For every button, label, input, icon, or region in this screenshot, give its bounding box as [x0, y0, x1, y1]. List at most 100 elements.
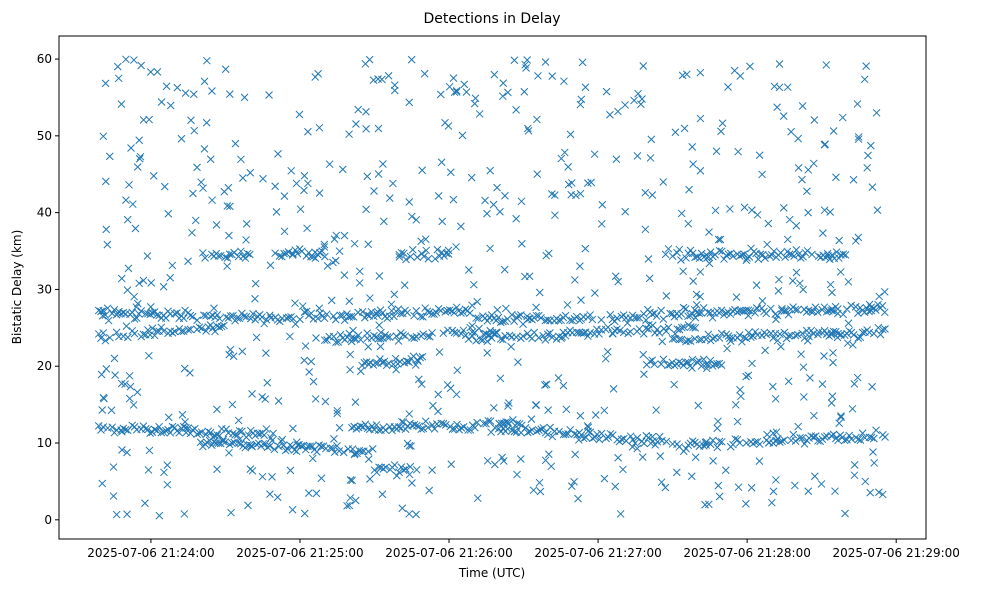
detection-point: [268, 473, 276, 481]
x-axis: 2025-07-06 21:24:00 2025-07-06 21:25:00 20…: [87, 539, 960, 560]
detection-point: [744, 328, 753, 337]
detection-point: [746, 62, 754, 71]
detection-point: [406, 252, 415, 261]
detection-point: [379, 217, 388, 226]
detection-point: [712, 147, 721, 156]
y-tick-label: 30: [37, 282, 52, 296]
detection-point: [466, 426, 475, 434]
detection-point: [457, 222, 465, 231]
detection-point: [684, 358, 692, 367]
detection-point: [99, 423, 108, 431]
x-axis-label: Time (UTC): [458, 566, 525, 580]
detection-point: [829, 327, 838, 336]
detection-point: [311, 254, 320, 263]
detection-point: [141, 499, 149, 508]
detection-point: [399, 249, 408, 258]
detection-point: [374, 124, 383, 133]
detection-point: [789, 430, 798, 439]
detection-point: [604, 323, 612, 332]
detection-point: [872, 426, 880, 435]
detection-point: [197, 178, 205, 187]
detection-point: [611, 482, 620, 491]
detection-point: [475, 324, 483, 333]
detection-point: [718, 119, 727, 128]
detection-point: [837, 413, 845, 422]
detection-point: [564, 162, 573, 171]
detection-point: [351, 496, 360, 505]
detection-point: [241, 254, 250, 262]
detection-point: [362, 125, 370, 133]
detection-point: [405, 198, 414, 206]
detection-point: [236, 247, 245, 256]
detection-point: [708, 334, 717, 343]
detection-point: [796, 279, 804, 288]
detection-point: [317, 442, 326, 451]
detection-point: [514, 312, 523, 320]
detection-point: [853, 100, 862, 108]
detection-point: [381, 463, 390, 472]
detection-point: [740, 250, 749, 259]
detection-point: [362, 107, 370, 116]
detection-point: [822, 61, 831, 69]
detection-point: [755, 440, 764, 449]
detection-point: [675, 358, 683, 366]
detection-point: [696, 268, 705, 276]
detection-point: [688, 364, 696, 372]
detection-point: [611, 272, 620, 281]
detection-point: [94, 422, 103, 430]
detection-point: [280, 192, 289, 200]
detection-point: [500, 265, 509, 274]
detection-point: [715, 246, 724, 255]
detection-point: [668, 334, 677, 343]
detection-point: [682, 254, 690, 262]
detection-point: [699, 355, 708, 364]
detection-point: [311, 395, 320, 403]
detection-point: [278, 435, 287, 444]
detection-point: [472, 336, 480, 345]
detection-point: [200, 77, 209, 86]
detection-point: [742, 439, 751, 447]
detection-point: [536, 487, 545, 496]
detection-point: [762, 330, 771, 339]
detection-point: [421, 235, 430, 244]
detection-point: [554, 316, 563, 325]
detection-point: [266, 490, 274, 498]
y-axis-label: Bistatic Delay (km): [10, 230, 24, 345]
detection-point: [539, 331, 548, 340]
detection-point: [688, 143, 697, 151]
detection-point: [372, 309, 380, 317]
detection-point: [512, 214, 521, 223]
detection-point: [350, 239, 359, 248]
detection-point: [204, 427, 213, 436]
detection-point: [492, 328, 501, 337]
detection-point: [472, 314, 480, 322]
detection-point: [164, 209, 173, 218]
detection-point: [378, 358, 387, 367]
detection-point: [163, 461, 172, 469]
detection-point: [499, 79, 508, 87]
detection-point: [392, 332, 401, 340]
detection-point: [476, 335, 485, 344]
detection-point: [807, 326, 816, 335]
detection-point: [312, 489, 321, 498]
detection-point: [135, 154, 144, 163]
detection-point: [312, 334, 320, 342]
detection-point: [697, 362, 706, 370]
detection-point: [695, 309, 704, 318]
detection-point: [180, 364, 189, 373]
detection-point: [97, 307, 105, 316]
detection-point: [677, 310, 686, 318]
detection-point: [872, 108, 881, 117]
detection-point: [548, 72, 557, 81]
detection-point: [642, 324, 650, 333]
detection-point: [234, 416, 243, 425]
detection-point: [610, 317, 619, 326]
detection-point: [304, 179, 312, 188]
detection-point: [432, 308, 441, 317]
detection-point: [778, 306, 786, 315]
detection-point: [397, 424, 405, 432]
detection-point: [438, 217, 447, 226]
detection-point: [742, 372, 750, 381]
detection-point: [799, 393, 808, 401]
